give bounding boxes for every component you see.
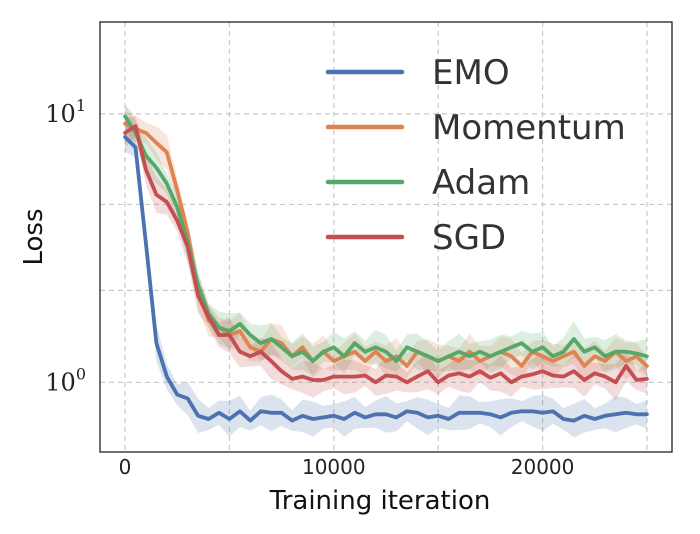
x-tick-labels: 0 10000 20000 <box>119 455 575 479</box>
y-tick-label: 101 <box>45 96 86 128</box>
x-tick-label: 0 <box>119 455 132 479</box>
plot-frame <box>99 21 673 453</box>
legend-label-momentum: Momentum <box>432 108 626 148</box>
legend: EMO Momentum Adam SGD <box>325 53 626 258</box>
confidence-bands <box>125 105 647 438</box>
legend-label-adam: Adam <box>432 163 530 203</box>
x-tick-label: 10000 <box>302 455 366 479</box>
y-axis-label: Loss <box>19 208 49 265</box>
series-lines <box>123 114 649 423</box>
line-sgd <box>123 124 649 385</box>
line-adam <box>123 114 649 364</box>
legend-label-sgd: SGD <box>432 218 506 258</box>
x-tick-label: 20000 <box>511 455 575 479</box>
line-emo <box>123 135 649 423</box>
y-tick-label: 100 <box>45 364 86 396</box>
x-axis-label: Training iteration <box>269 486 491 516</box>
legend-label-emo: EMO <box>432 53 510 93</box>
y-tick-labels: 100 101 <box>45 96 86 396</box>
